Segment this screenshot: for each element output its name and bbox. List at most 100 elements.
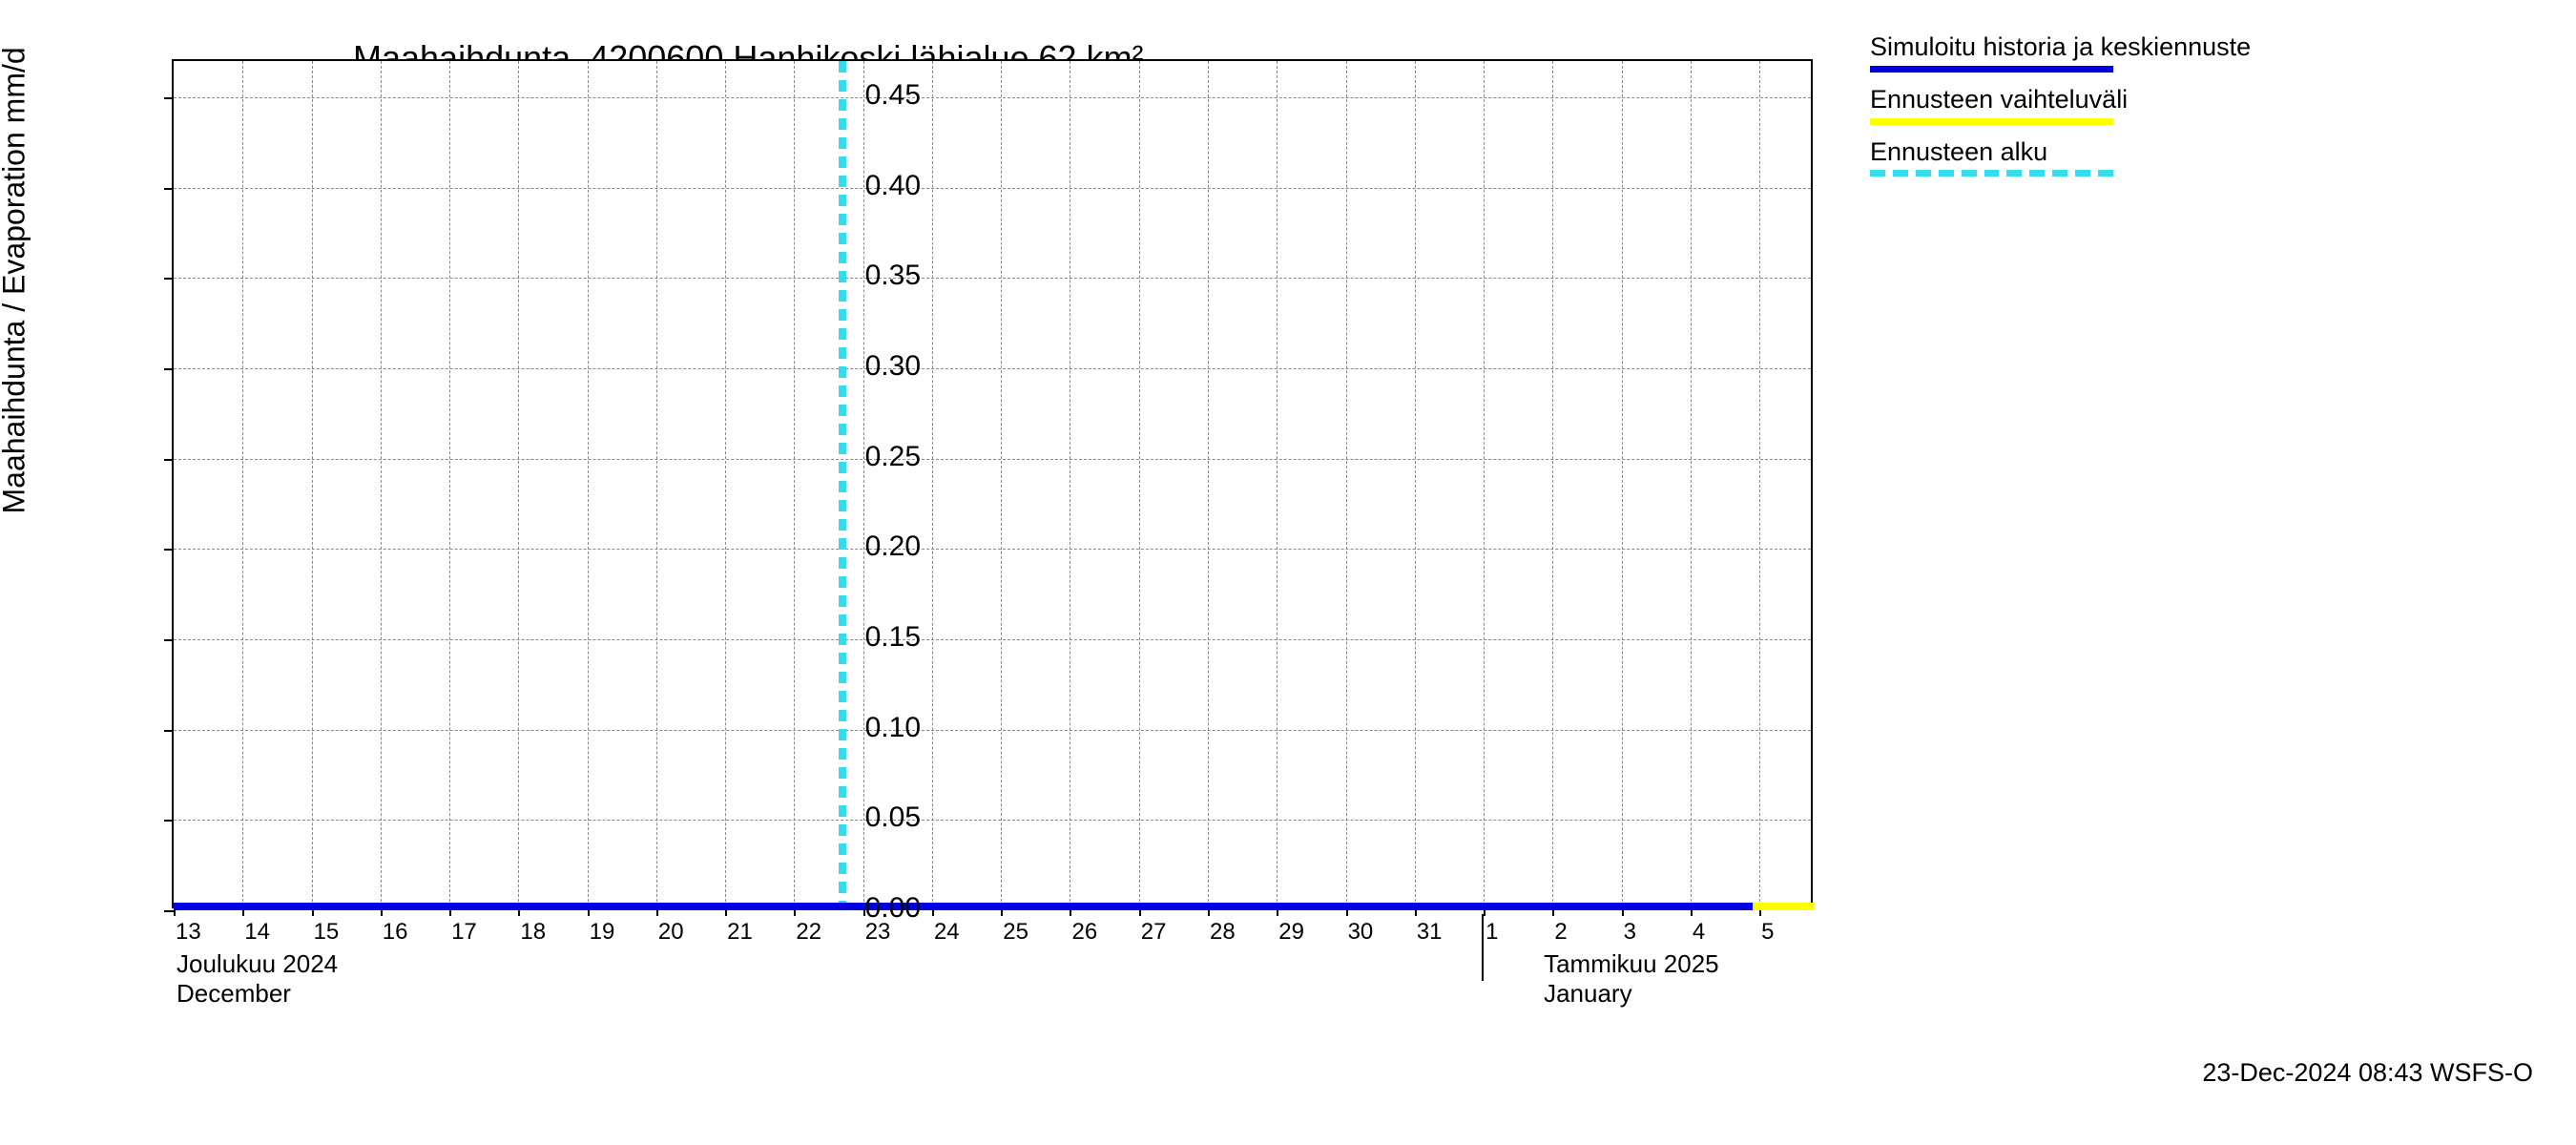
grid-line-v [1415, 61, 1416, 906]
grid-line-v [1277, 61, 1278, 906]
grid-line-v [1208, 61, 1209, 906]
grid-line-v [1759, 61, 1760, 906]
y-tick-mark [164, 820, 174, 822]
month-label-right: Tammikuu 2025 [1544, 949, 1719, 978]
forecast-start-line [839, 80, 846, 92]
forecast-start-line [839, 500, 846, 511]
grid-line-v [518, 61, 519, 906]
x-tick-label: 14 [244, 919, 270, 946]
x-tick-label: 3 [1624, 919, 1636, 946]
forecast-start-line [839, 347, 846, 359]
forecast-start-line [839, 634, 846, 645]
forecast-start-line [839, 824, 846, 836]
grid-line-h [174, 549, 1811, 550]
forecast-start-line [839, 462, 846, 473]
month-label-block-right: Tammikuu 2025January [1544, 949, 1719, 1009]
x-tick-label: 2 [1554, 919, 1567, 946]
grid-line-h [174, 459, 1811, 460]
chart-container: Maahaihdunta, 4200600 Hanhikoski lähialu… [172, 38, 1813, 992]
y-tick-mark [164, 549, 174, 551]
legend-text: Simuloitu historia ja keskiennuste [1870, 31, 2271, 64]
forecast-start-line [839, 767, 846, 779]
forecast-start-line [839, 233, 846, 244]
x-tick-label: 20 [658, 919, 684, 946]
month-sublabel-right: January [1544, 979, 1632, 1008]
forecast-start-line [839, 176, 846, 187]
y-tick-label: 0.40 [865, 170, 921, 202]
y-tick-label: 0.20 [865, 531, 921, 563]
plot-area [172, 59, 1813, 908]
forecast-start-line [839, 195, 846, 206]
x-tick-label: 13 [176, 919, 201, 946]
forecast-start-line [839, 366, 846, 378]
forecast-start-line [839, 653, 846, 664]
forecast-start-line [839, 710, 846, 721]
x-tick-label: 19 [590, 919, 615, 946]
x-tick-label: 26 [1071, 919, 1097, 946]
grid-line-v [588, 61, 589, 906]
x-tick-label: 30 [1348, 919, 1374, 946]
x-tick-label: 31 [1417, 919, 1443, 946]
forecast-start-line [839, 595, 846, 607]
x-tick-label: 5 [1761, 919, 1774, 946]
grid-line-v [449, 61, 450, 906]
forecast-start-line [839, 99, 846, 111]
y-tick-mark [164, 97, 174, 99]
forecast-start-line [839, 309, 846, 321]
grid-line-v [1622, 61, 1623, 906]
forecast-start-line [839, 252, 846, 263]
legend-item: Ennusteen vaihteluväli [1870, 84, 2271, 125]
legend: Simuloitu historia ja keskiennuste Ennust… [1870, 31, 2271, 188]
grid-line-h [174, 368, 1811, 369]
forecast-start-line [839, 786, 846, 798]
x-tick-label: 27 [1141, 919, 1167, 946]
grid-line-v [1346, 61, 1347, 906]
forecast-start-line [839, 214, 846, 225]
forecast-start-line [839, 118, 846, 130]
forecast-start-line [839, 328, 846, 340]
forecast-start-line [839, 672, 846, 683]
x-tick-label: 1 [1485, 919, 1498, 946]
month-label-left: Joulukuu 2024 [177, 949, 338, 978]
forecast-start-line [839, 481, 846, 492]
forecast-start-line [839, 557, 846, 569]
forecast-start-line [839, 385, 846, 397]
forecast-start-line [839, 424, 846, 435]
x-tick-label: 24 [934, 919, 960, 946]
forecast-start-line [839, 61, 846, 73]
y-tick-label: 0.05 [865, 802, 921, 834]
x-tick-label: 25 [1003, 919, 1028, 946]
y-tick-mark [164, 730, 174, 732]
grid-line-v [312, 61, 313, 906]
legend-text: Ennusteen alku [1870, 136, 2271, 169]
x-tick-label: 17 [451, 919, 477, 946]
month-separator [1482, 914, 1484, 981]
grid-line-v [656, 61, 657, 906]
forecast-start-line [839, 614, 846, 626]
forecast-start-line [839, 271, 846, 282]
x-tick-label: 29 [1278, 919, 1304, 946]
x-tick-label: 21 [727, 919, 753, 946]
forecast-start-line [839, 156, 846, 168]
grid-line-v [863, 61, 864, 906]
forecast-start-line [839, 843, 846, 855]
grid-line-v [1552, 61, 1553, 906]
y-tick-label: 0.25 [865, 441, 921, 473]
forecast-start-line [839, 137, 846, 149]
forecast-start-line [839, 538, 846, 550]
grid-line-v [725, 61, 726, 906]
legend-line [1870, 66, 2113, 73]
legend-item: Simuloitu historia ja keskiennuste [1870, 31, 2271, 73]
grid-line-v [1001, 61, 1002, 906]
grid-line-v [381, 61, 382, 906]
y-tick-label: 0.45 [865, 79, 921, 112]
y-tick-label: 0.10 [865, 712, 921, 744]
month-sublabel-left: December [177, 979, 291, 1008]
grid-line-h [174, 97, 1811, 98]
y-tick-mark [164, 639, 174, 641]
forecast-start-line [839, 519, 846, 531]
grid-line-v [1691, 61, 1692, 906]
y-tick-mark [164, 910, 174, 912]
forecast-start-line [839, 290, 846, 302]
grid-line-h [174, 730, 1811, 731]
